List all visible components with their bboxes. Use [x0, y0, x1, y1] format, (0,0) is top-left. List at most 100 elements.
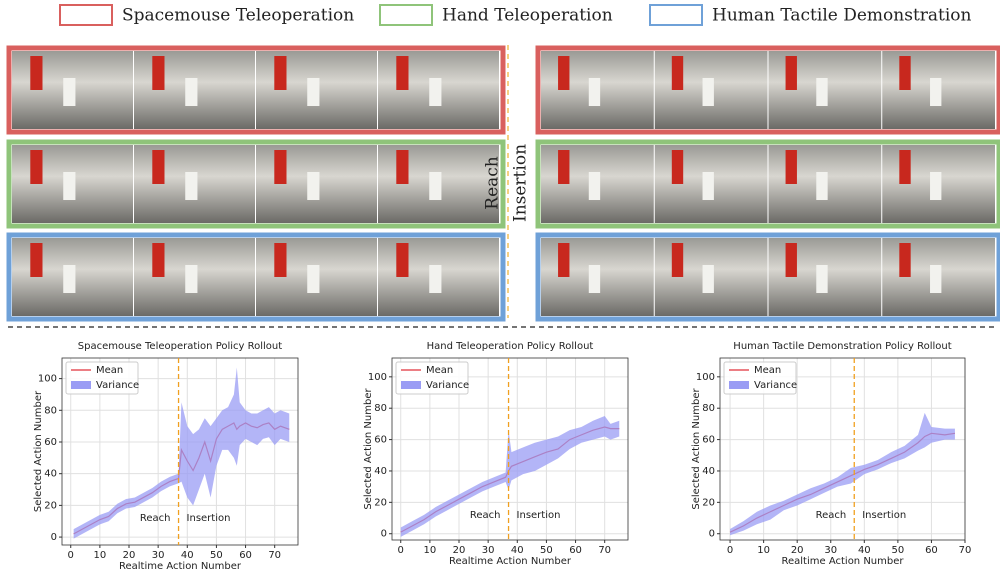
gripper: [30, 243, 42, 277]
variance-band: [401, 416, 620, 537]
gripper: [30, 56, 42, 90]
y-tick-label: 80: [702, 403, 715, 414]
x-tick-label: 70: [598, 545, 611, 556]
peg: [307, 78, 319, 106]
y-tick-label: 0: [381, 529, 387, 540]
y-tick-label: 100: [696, 372, 715, 383]
peg: [589, 172, 600, 200]
x-axis-label: Realtime Action Number: [782, 556, 905, 567]
peg: [185, 78, 197, 106]
legend-swatch: [60, 5, 112, 25]
x-tick-label: 40: [511, 545, 524, 556]
photo-label: Insertion: [511, 144, 531, 222]
y-tick-label: 60: [44, 437, 57, 448]
x-tick-label: 60: [239, 550, 252, 561]
chart-title: Spacemouse Teleoperation Policy Rollout: [78, 341, 282, 352]
annotation: Reach: [140, 513, 171, 524]
peg: [429, 172, 441, 200]
peg: [589, 265, 600, 293]
gripper: [152, 243, 164, 277]
gripper: [899, 150, 910, 184]
legend-label: Variance: [754, 380, 797, 391]
gripper: [672, 56, 683, 90]
y-tick-label: 0: [51, 532, 57, 543]
x-tick-label: 20: [123, 550, 136, 561]
legend-label: Mean: [426, 365, 453, 376]
x-tick-label: 50: [210, 550, 223, 561]
gripper: [672, 150, 683, 184]
x-tick-label: 10: [757, 545, 770, 556]
annotation: Insertion: [862, 510, 906, 521]
x-axis-label: Realtime Action Number: [119, 561, 242, 569]
gripper: [30, 150, 42, 184]
gripper: [152, 150, 164, 184]
gripper: [152, 56, 164, 90]
legend-label: Variance: [96, 380, 139, 391]
y-tick-label: 80: [44, 405, 57, 416]
y-tick-label: 60: [374, 435, 387, 446]
peg: [63, 265, 75, 293]
legend-label: Mean: [96, 365, 123, 376]
y-axis-label: Selected Action Number: [33, 390, 44, 512]
peg: [307, 265, 319, 293]
x-tick-label: 20: [791, 545, 804, 556]
y-tick-label: 60: [702, 435, 715, 446]
gripper: [558, 150, 569, 184]
peg: [429, 265, 441, 293]
annotation: Insertion: [517, 510, 561, 521]
legend-label: Human Tactile Demonstration: [712, 6, 972, 26]
y-tick-label: 0: [709, 529, 715, 540]
legend-swatch: [71, 381, 91, 389]
peg: [816, 265, 827, 293]
y-tick-label: 40: [702, 466, 715, 477]
gripper: [786, 243, 797, 277]
gripper: [899, 243, 910, 277]
y-tick-label: 100: [38, 374, 57, 385]
legend-label: Variance: [426, 380, 469, 391]
peg: [930, 78, 941, 106]
y-axis-label: Selected Action Number: [691, 388, 702, 510]
peg: [589, 78, 600, 106]
peg: [185, 172, 197, 200]
y-tick-label: 40: [374, 466, 387, 477]
y-tick-label: 20: [374, 497, 387, 508]
gripper: [899, 56, 910, 90]
x-tick-label: 30: [824, 545, 837, 556]
figure: Reach Insertion Spacemouse Teleoperation…: [0, 0, 1000, 569]
gripper: [396, 243, 408, 277]
gripper: [786, 56, 797, 90]
legend-label: Hand Teleoperation: [442, 6, 613, 26]
x-tick-label: 30: [152, 550, 165, 561]
x-tick-label: 60: [925, 545, 938, 556]
x-tick-label: 10: [424, 545, 437, 556]
peg: [307, 172, 319, 200]
legend-label: Mean: [754, 365, 781, 376]
annotation: Insertion: [187, 513, 231, 524]
x-tick-label: 50: [540, 545, 553, 556]
peg: [703, 265, 714, 293]
x-tick-label: 0: [68, 550, 74, 561]
peg: [816, 172, 827, 200]
x-axis-label: Realtime Action Number: [449, 556, 572, 567]
peg: [429, 78, 441, 106]
x-tick-label: 0: [398, 545, 404, 556]
y-tick-label: 40: [44, 469, 57, 480]
x-tick-label: 70: [268, 550, 281, 561]
gripper: [396, 150, 408, 184]
legend-swatch: [401, 381, 421, 389]
gripper: [558, 243, 569, 277]
x-tick-label: 20: [453, 545, 466, 556]
chart-title: Human Tactile Demonstration Policy Rollo…: [733, 341, 951, 352]
x-tick-label: 10: [94, 550, 107, 561]
photo-label: Reach: [483, 156, 503, 210]
gripper: [274, 150, 286, 184]
peg: [63, 78, 75, 106]
legend-swatch: [729, 381, 749, 389]
legend-swatch: [380, 5, 432, 25]
peg: [703, 172, 714, 200]
x-tick-label: 40: [858, 545, 871, 556]
y-axis-label: Selected Action Number: [363, 388, 374, 510]
annotation: Reach: [470, 510, 501, 521]
gripper: [274, 56, 286, 90]
peg: [930, 172, 941, 200]
